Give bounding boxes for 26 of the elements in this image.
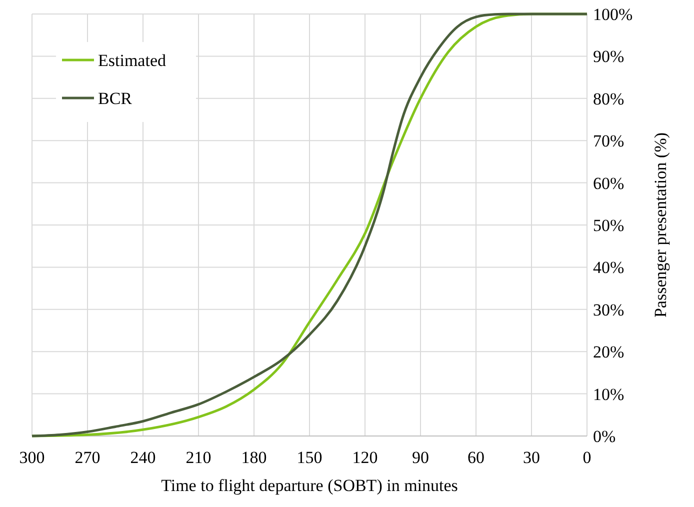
y-tick-label: 10% xyxy=(593,384,624,404)
x-tick-label: 0 xyxy=(582,448,592,467)
x-tick-label: 120 xyxy=(352,448,378,467)
x-tick-label: 60 xyxy=(468,448,484,467)
x-tick-label: 90 xyxy=(412,448,429,467)
y-tick-label: 90% xyxy=(593,47,624,66)
y-tick-label: 20% xyxy=(593,342,624,362)
x-tick-label: 210 xyxy=(186,448,212,467)
y-tick-label: 100% xyxy=(593,5,633,24)
y-tick-label: 50% xyxy=(593,216,624,235)
x-axis-title: Time to flight departure (SOBT) in minutes xyxy=(161,476,458,495)
x-tick-label: 240 xyxy=(130,448,156,467)
legend-label: Estimated xyxy=(98,51,166,70)
y-tick-label: 70% xyxy=(593,132,624,151)
x-tick-label: 180 xyxy=(241,448,267,467)
y-tick-label: 40% xyxy=(593,258,624,278)
x-tick-label: 270 xyxy=(74,448,100,467)
legend-label: BCR xyxy=(98,89,133,108)
y-tick-label: 60% xyxy=(593,174,624,193)
y-tick-label: 30% xyxy=(593,300,624,320)
y-tick-label: 80% xyxy=(593,89,624,108)
x-tick-label: 150 xyxy=(296,448,322,467)
x-tick-label: 300 xyxy=(19,448,45,467)
y-tick-label: 0% xyxy=(593,427,616,446)
x-tick-label: 30 xyxy=(523,448,540,467)
y-axis-title: Passenger presentation (%) xyxy=(651,132,670,318)
